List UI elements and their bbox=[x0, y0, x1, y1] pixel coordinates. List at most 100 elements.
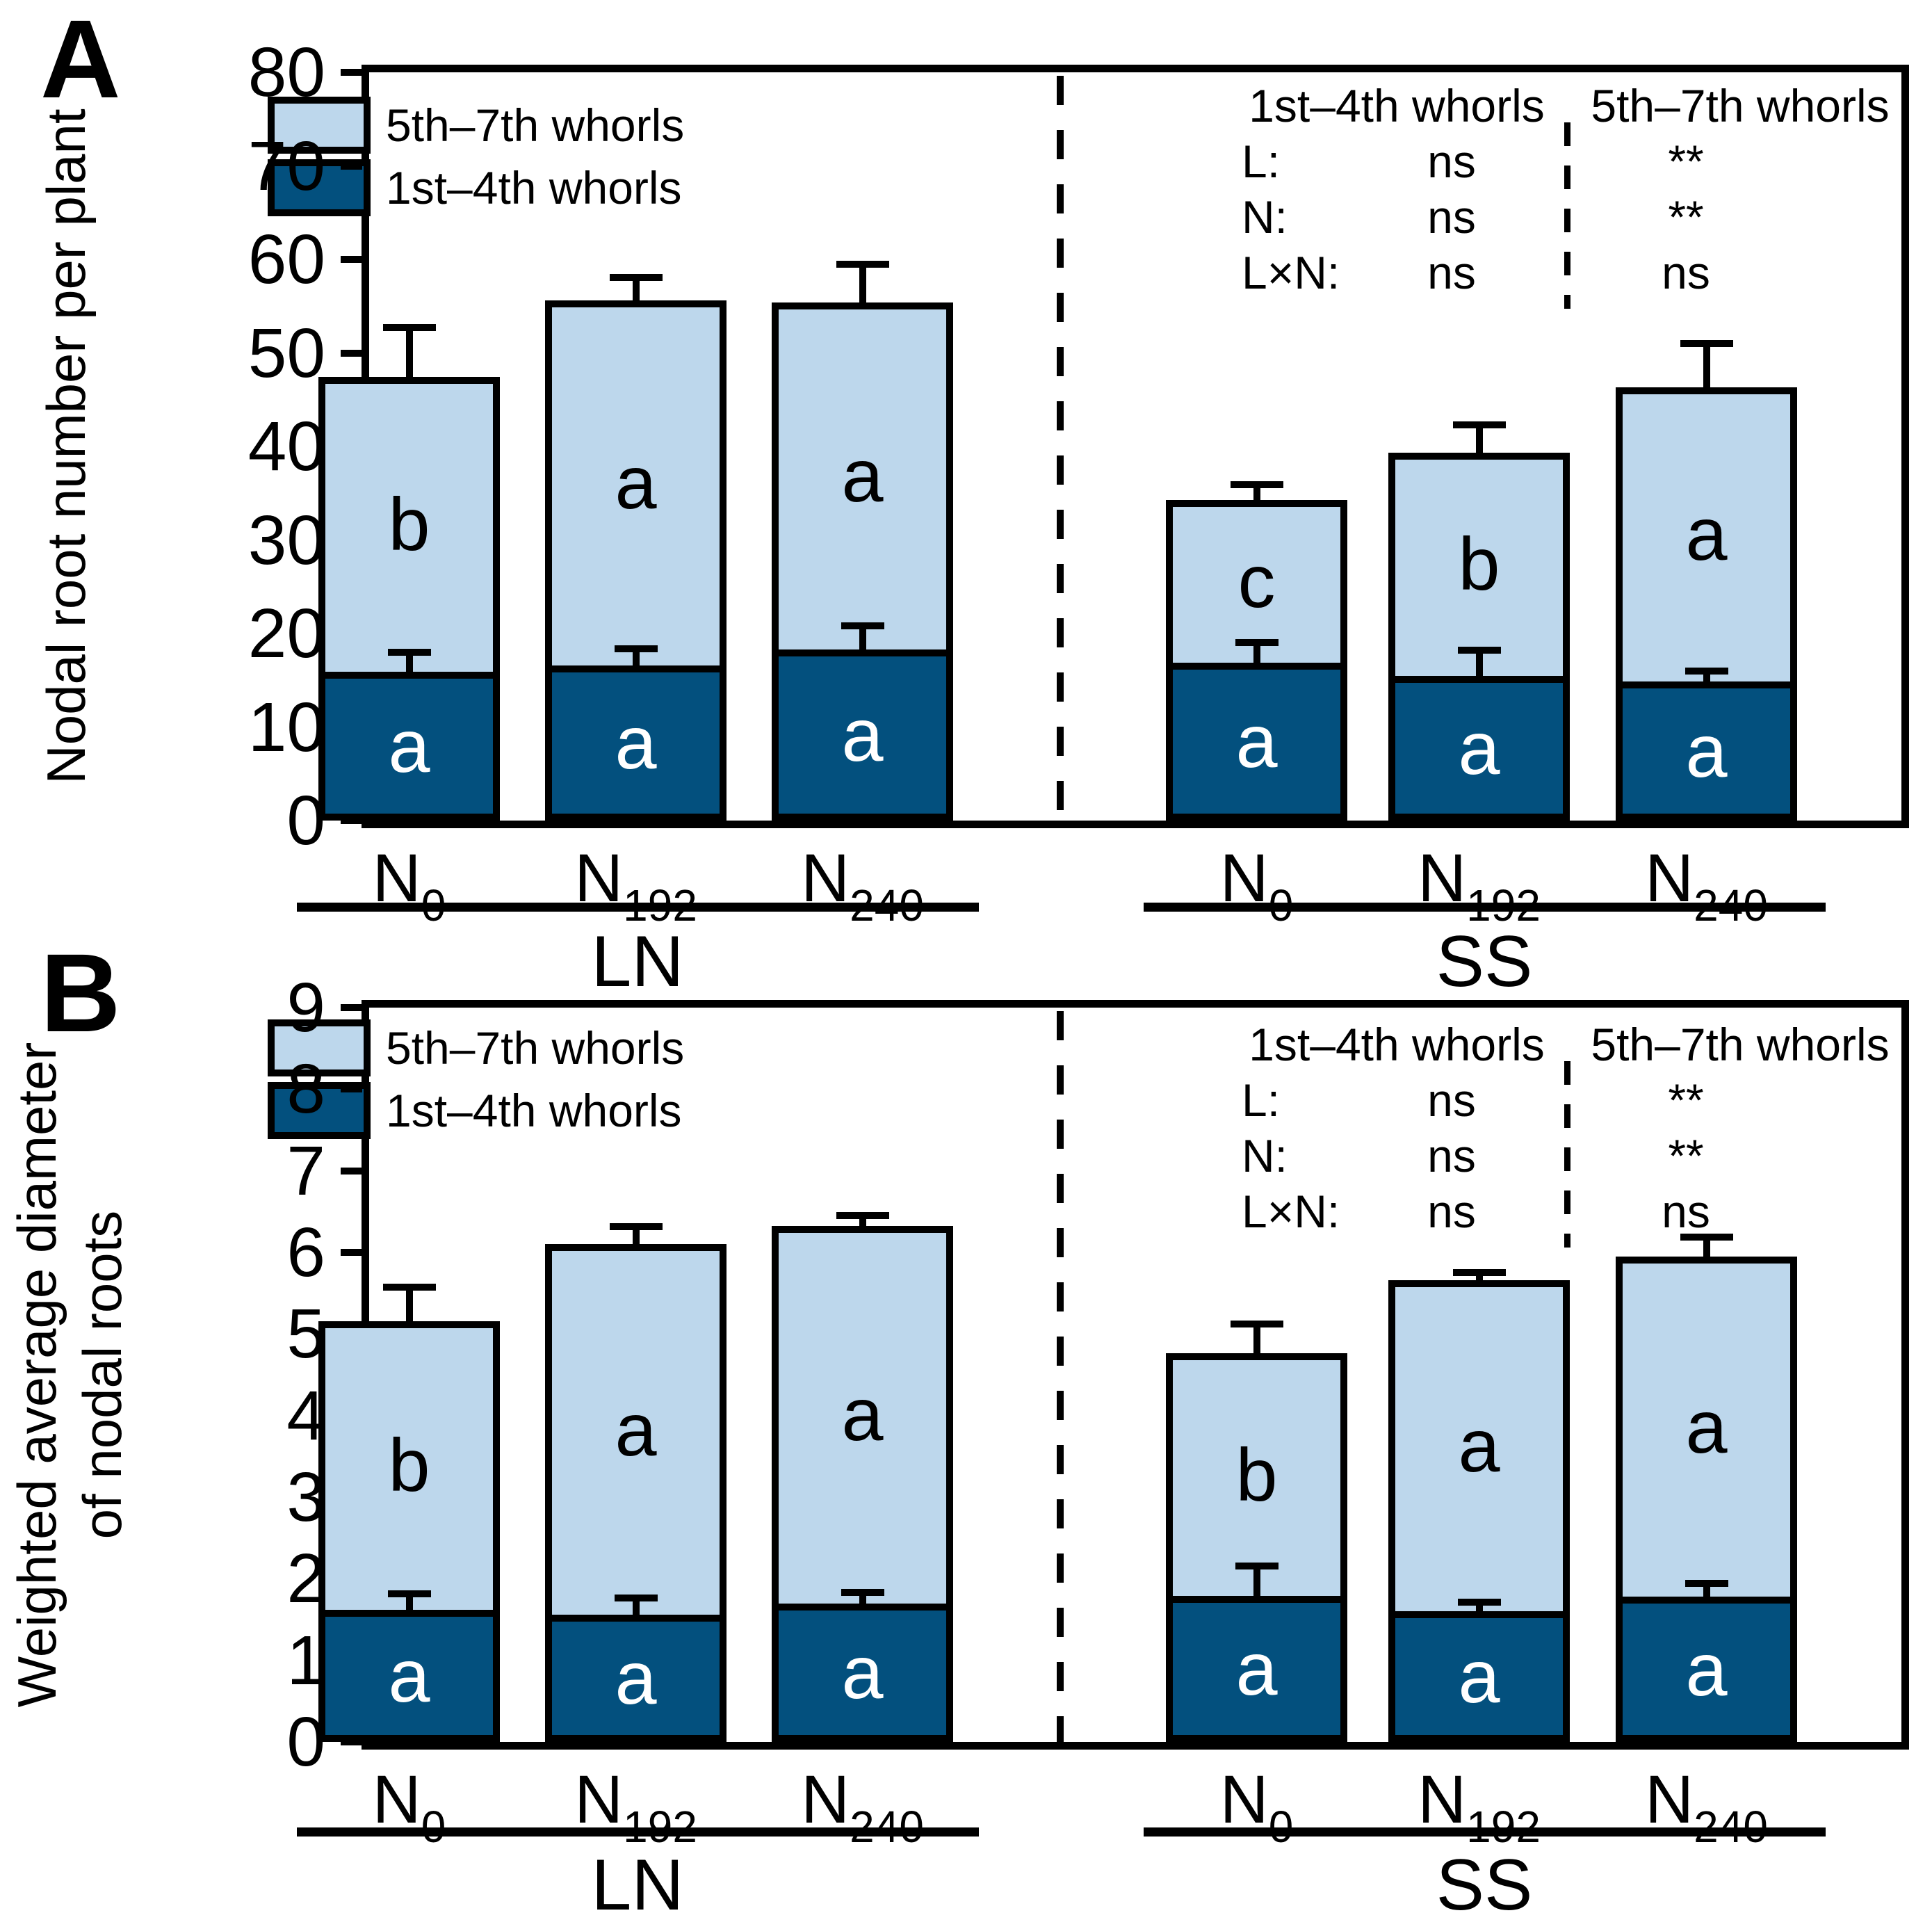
y-tick-label: 7 bbox=[286, 1131, 325, 1210]
stats-value: ** bbox=[1668, 1074, 1704, 1126]
significance-letter: a bbox=[615, 700, 657, 785]
stacked-bar-dark-segment bbox=[1388, 1611, 1570, 1742]
significance-letter: a bbox=[615, 1387, 657, 1471]
y-tick-label: 9 bbox=[286, 969, 325, 1047]
stacked-bar-dark-segment bbox=[772, 1603, 953, 1742]
significance-letter: b bbox=[388, 482, 430, 567]
y-tick-label: 40 bbox=[247, 407, 325, 485]
y-tick-label: 60 bbox=[247, 220, 325, 298]
x-category-subscript: 0 bbox=[1268, 1802, 1294, 1852]
error-bar-cap bbox=[1235, 639, 1278, 647]
error-bar-line bbox=[1475, 1275, 1483, 1280]
y-axis-tick bbox=[341, 1085, 362, 1093]
significance-letter: a bbox=[841, 1630, 884, 1715]
error-bar-cap bbox=[387, 1590, 431, 1598]
significance-letter: a bbox=[615, 1636, 657, 1720]
error-bar-cap bbox=[1457, 1598, 1501, 1606]
error-bar-line bbox=[859, 629, 866, 649]
legend-swatch-5th-7th-whorls bbox=[268, 97, 371, 154]
significance-letter: b bbox=[1458, 522, 1500, 606]
significance-letter: a bbox=[1235, 1626, 1278, 1711]
panel-b-label: B bbox=[40, 930, 121, 1055]
error-bar-cap bbox=[1685, 1579, 1728, 1587]
error-bar-cap bbox=[836, 260, 889, 268]
y-tick-label: 8 bbox=[286, 1050, 325, 1129]
error-bar-line bbox=[405, 1597, 413, 1610]
x-category-subscript: 192 bbox=[1466, 1802, 1541, 1852]
error-bar-cap bbox=[382, 1283, 436, 1291]
x-category-label: N192 bbox=[1418, 1761, 1541, 1852]
stats-row-label: L: bbox=[1242, 1074, 1281, 1126]
panel-a-treatment-divider-dashed-line bbox=[1057, 76, 1064, 821]
error-bar-line bbox=[632, 1601, 640, 1615]
y-tick-label: 5 bbox=[286, 1295, 325, 1373]
significance-letter: c bbox=[1237, 538, 1276, 623]
error-bar-cap bbox=[841, 622, 884, 630]
error-bar-line bbox=[859, 1595, 866, 1604]
legend-label-1st-4th-whorls: 1st–4th whorls bbox=[386, 162, 682, 213]
significance-letter: a bbox=[1685, 1384, 1728, 1469]
panel-a-y-axis-title-line: Nodal root number per plant bbox=[35, 108, 97, 784]
significance-letter: a bbox=[1685, 492, 1728, 576]
error-bar-line bbox=[405, 654, 413, 672]
stacked-bar-dark-segment bbox=[1616, 1597, 1797, 1742]
legend-label-1st-4th-whorls: 1st–4th whorls bbox=[386, 1085, 682, 1136]
stats-column-divider-dashed-line bbox=[1564, 122, 1570, 309]
error-bar-cap bbox=[609, 273, 663, 281]
stacked-bar-dark-segment bbox=[1166, 662, 1347, 821]
error-bar-line bbox=[859, 1218, 866, 1227]
y-tick-label: 2 bbox=[286, 1540, 325, 1618]
stats-header-1st-4th: 1st–4th whorls bbox=[1249, 1019, 1545, 1070]
stacked-bar-dark-segment bbox=[318, 1609, 500, 1742]
y-axis-tick bbox=[341, 349, 362, 357]
error-bar-cap bbox=[387, 648, 431, 656]
significance-letter: a bbox=[841, 1372, 884, 1457]
error-bar-line bbox=[1253, 1326, 1260, 1354]
x-category-label: N0 bbox=[372, 1761, 446, 1852]
stacked-bar-dark-segment bbox=[1166, 1595, 1347, 1742]
y-tick-label: 6 bbox=[286, 1213, 325, 1291]
y-tick-label: 3 bbox=[286, 1458, 325, 1536]
x-group-underline bbox=[297, 1827, 979, 1837]
x-group-label: LN bbox=[591, 921, 684, 1002]
stacked-bar-dark-segment bbox=[545, 1614, 726, 1742]
stats-header-5th-7th: 5th–7th whorls bbox=[1591, 1019, 1890, 1070]
error-bar-line bbox=[1703, 346, 1710, 388]
x-category-subscript: 0 bbox=[421, 1802, 446, 1852]
stats-row-label: N: bbox=[1242, 1130, 1288, 1181]
y-axis-tick bbox=[341, 256, 362, 263]
significance-letter: a bbox=[1685, 1627, 1728, 1711]
error-bar-cap bbox=[1457, 647, 1501, 654]
stacked-bar-dark-segment bbox=[1616, 681, 1797, 821]
error-bar-line bbox=[1703, 1240, 1710, 1257]
y-axis-tick bbox=[341, 1249, 362, 1256]
legend-label-5th-7th-whorls: 5th–7th whorls bbox=[386, 99, 685, 151]
stats-value: ns bbox=[1427, 1186, 1476, 1237]
error-bar-cap bbox=[1452, 1268, 1506, 1276]
stats-value: ns bbox=[1427, 1130, 1476, 1181]
error-bar-line bbox=[1703, 673, 1710, 681]
significance-letter: a bbox=[388, 1633, 430, 1718]
y-axis-tick bbox=[341, 1167, 362, 1175]
y-axis-tick bbox=[341, 69, 362, 76]
x-category-label: N240 bbox=[1645, 1761, 1768, 1852]
panel-a-label: A bbox=[40, 0, 121, 121]
error-bar-line bbox=[1475, 653, 1483, 676]
y-tick-label: 4 bbox=[286, 1376, 325, 1455]
y-tick-label: 30 bbox=[247, 501, 325, 579]
error-bar-cap bbox=[1680, 1234, 1733, 1241]
stats-value: ns bbox=[1662, 1186, 1710, 1237]
x-group-label: SS bbox=[1436, 921, 1533, 1002]
error-bar-cap bbox=[1230, 481, 1283, 489]
stacked-bar-dark-segment bbox=[772, 649, 953, 821]
error-bar-cap bbox=[1685, 667, 1728, 675]
error-bar-line bbox=[1253, 1569, 1260, 1596]
x-category-label: N0 bbox=[1219, 1761, 1294, 1852]
panel-b-y-axis-title-line1: Weighted average diameter bbox=[6, 1042, 67, 1708]
x-group-underline bbox=[1144, 903, 1826, 912]
y-axis-tick bbox=[341, 817, 362, 824]
stats-value: ns bbox=[1427, 247, 1476, 298]
stats-header-5th-7th: 5th–7th whorls bbox=[1591, 80, 1890, 131]
stats-value: ns bbox=[1427, 136, 1476, 187]
